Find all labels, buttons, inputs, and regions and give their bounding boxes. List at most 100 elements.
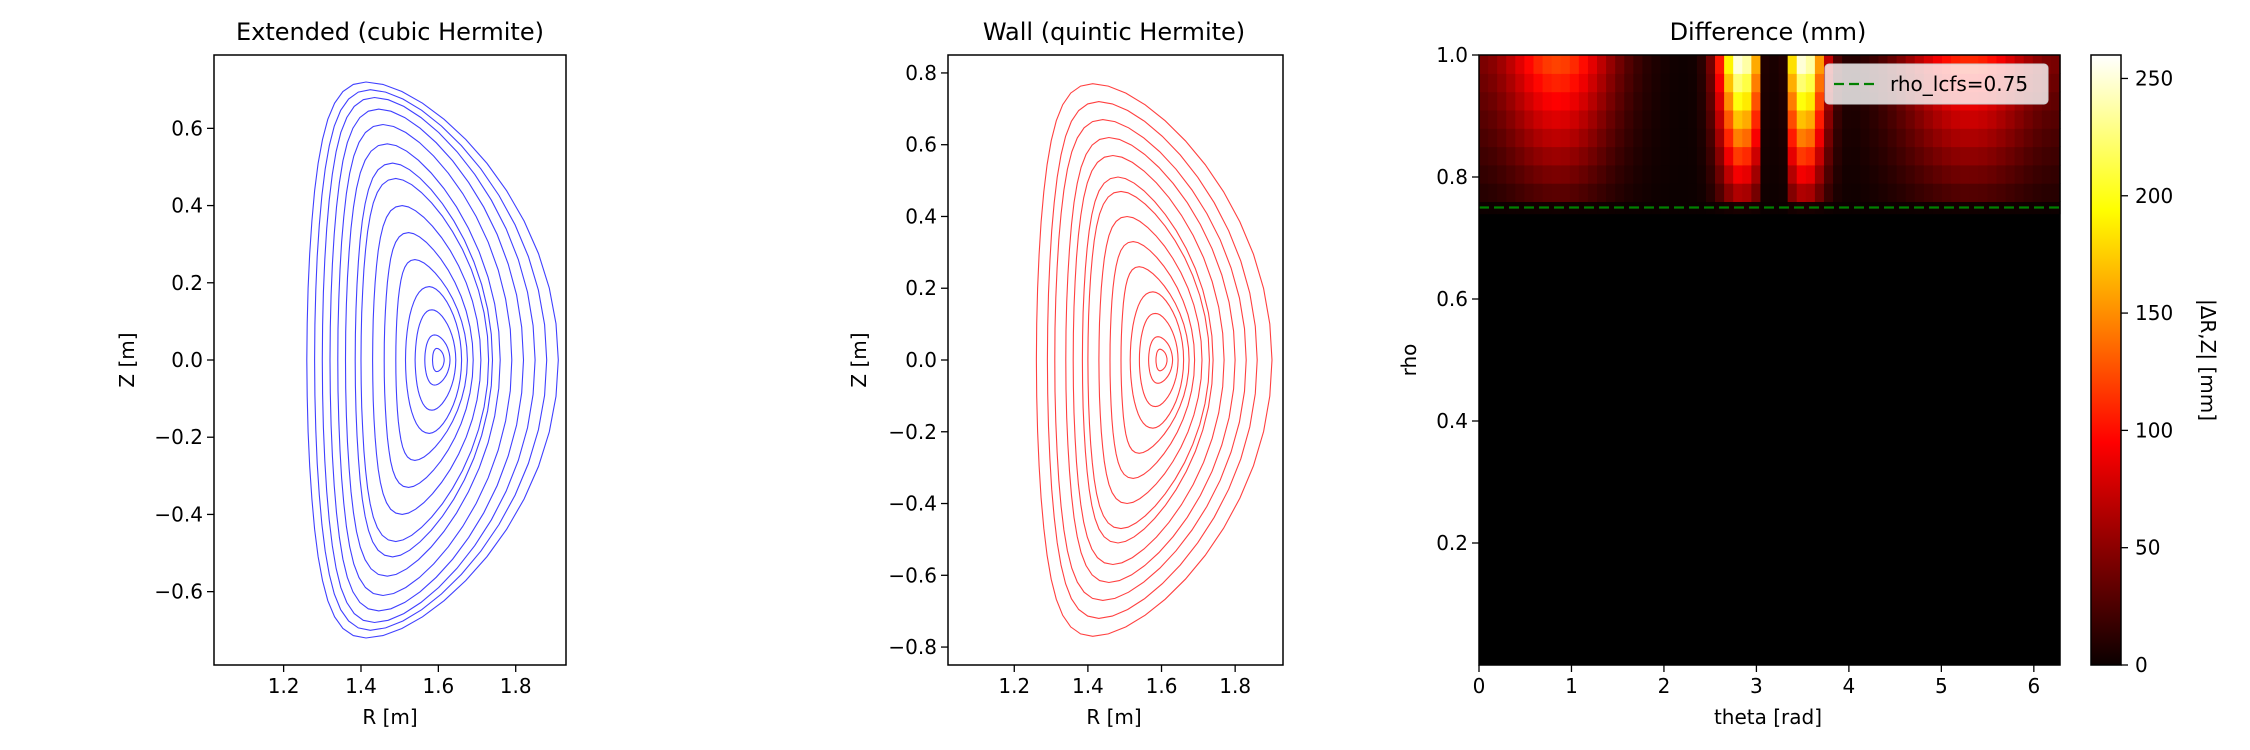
heatmap-cell [1606,128,1616,148]
heatmap-cell [1751,55,1762,74]
heatmap-cell [1642,183,1653,202]
heatmap-cell [2014,128,2025,148]
heatmap-cell [1951,146,1961,166]
heatmap-cell [1515,183,1525,202]
flux-contour [424,334,451,386]
heatmap-cell [1533,183,1544,202]
x-tick-label: 1.4 [1072,674,1104,698]
heatmap-cell [1914,183,1925,202]
heatmap-cell [1733,73,1743,93]
heatmap-cell [1760,73,1771,93]
heatmap-cell [1733,91,1743,111]
heatmap-cell [1733,146,1743,166]
heatmap-cell [1887,109,1898,129]
heatmap-cell [1587,128,1598,148]
heatmap-cell [1760,128,1771,148]
heatmap-cell [1660,164,1671,184]
heatmap-cell [1651,128,1662,148]
heatmap-cell [1606,109,1616,129]
flux-contour [1155,348,1168,372]
y-tick-label: −0.6 [154,580,203,604]
heatmap-cell [1569,109,1580,129]
heatmap-cell [1715,128,1725,148]
heatmap-cell [1851,183,1861,202]
heatmap-cell [2050,146,2061,166]
colorbar-tick-label: 200 [2135,184,2173,208]
heatmap-cell [1896,164,1907,184]
heatmap-cell [1941,146,1952,166]
flux-contour [314,89,548,631]
heatmap-cell [1733,55,1743,74]
panel1-ylabel: Z [m] [115,332,139,387]
y-tick-label: 1.0 [1436,43,1468,67]
heatmap-cell [1633,55,1644,74]
heatmap-cell [1551,146,1562,166]
heatmap-cell [1497,109,1507,129]
heatmap-cell [1742,201,1752,215]
heatmap-cell [1805,164,1816,184]
heatmap-cell [1542,146,1553,166]
panel2-yticks: −0.8 −0.6 −0.4 −0.2 0.0 0.2 0.4 0.6 0.8 [888,61,948,659]
heatmap-cell [1542,164,1553,184]
heatmap-cell [1651,201,1662,215]
heatmap-cell [1479,109,1489,129]
heatmap-cell [1587,109,1598,129]
heatmap-cell [1842,109,1852,129]
flux-contour [1035,83,1273,637]
heatmap-cell [2014,109,2025,129]
heatmap-cell [1760,109,1771,129]
heatmap-cell [1687,55,1698,74]
heatmap-cell [1515,73,1525,93]
heatmap-cell [1515,55,1525,74]
heatmap-cell [1805,109,1816,129]
flux-contour [344,143,501,577]
heatmap-cell [1787,55,1798,74]
heatmap-cell [1515,109,1525,129]
panel2-title: Wall (quintic Hermite) [983,18,1245,46]
y-tick-label: 0.6 [171,116,203,140]
colorbar-tick-label: 50 [2135,536,2160,560]
heatmap-cell [1615,55,1625,74]
heatmap-cell [1587,164,1598,184]
heatmap-cell [1497,128,1507,148]
heatmap-cell [1842,146,1852,166]
heatmap-cell [1560,128,1571,148]
heatmap-cell [1851,164,1861,184]
panel3-title: Difference (mm) [1670,18,1867,46]
heatmap-cell [1878,109,1889,129]
flux-contour [431,347,445,373]
y-tick-label: 0.2 [1436,531,1468,555]
heatmap-cell [1733,128,1743,148]
heatmap-cell [1606,201,1616,215]
panel2-contours [1035,83,1273,637]
heatmap-cell [1506,91,1516,111]
flux-contour [1065,136,1236,584]
heatmap-cell [1687,183,1698,202]
flux-contour [414,309,457,411]
heatmap-cell [1479,55,1489,74]
heatmap-cell [1660,73,1671,93]
heatmap-cell [1751,91,1762,111]
heatmap-cell [1642,128,1653,148]
heatmap-cell [1551,109,1562,129]
heatmap-cell [1724,109,1734,129]
heatmap-cell [1669,164,1680,184]
heatmap-cell [1515,164,1525,184]
heatmap-cell [1633,183,1644,202]
heatmap-cell [1705,146,1716,166]
heatmap-cell [1669,128,1680,148]
heatmap-cell [1833,109,1843,129]
heatmap-cell [1578,128,1589,148]
heatmap-cell [1651,91,1662,111]
heatmap-cell [1751,183,1762,202]
heatmap-cell [1578,109,1589,129]
heatmap-cell [1769,73,1780,93]
heatmap-cell [1941,164,1952,184]
heatmap-cell [1778,164,1789,184]
flux-contour [1148,336,1174,384]
heatmap-cell [1733,109,1743,129]
y-tick-label: −0.6 [888,563,937,587]
heatmap-cell [1860,183,1870,202]
heatmap-cell [1660,91,1671,111]
heatmap-cell [2032,109,2043,129]
